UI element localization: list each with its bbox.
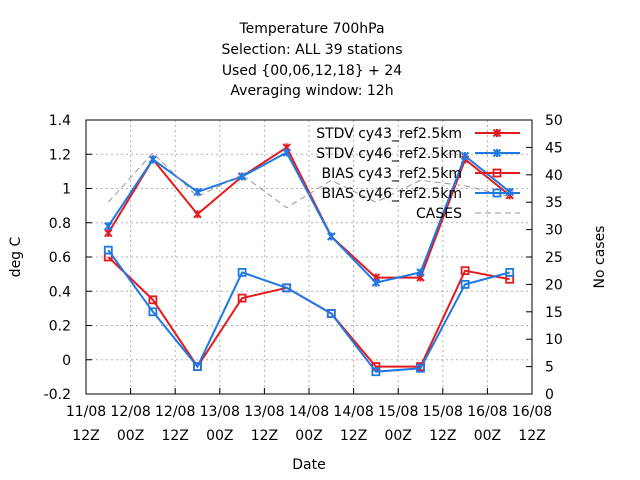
data-point bbox=[326, 309, 336, 318]
legend-label: STDV cy46_ref2.5km bbox=[316, 146, 462, 162]
x-tick-label-hour: 12Z bbox=[251, 428, 278, 444]
data-point bbox=[371, 367, 381, 377]
x-tick-label-hour: 12Z bbox=[161, 428, 188, 444]
data-point bbox=[148, 307, 158, 317]
chart-title: Temperature 700hPa Selection: ALL 39 sta… bbox=[221, 21, 402, 99]
data-point bbox=[505, 187, 514, 197]
data-point bbox=[505, 268, 515, 277]
y2-tick-label: 30 bbox=[545, 223, 563, 239]
title-line-3: Used {00,06,12,18} + 24 bbox=[222, 63, 402, 79]
x-tick-label-date: 15/08 bbox=[378, 404, 418, 420]
data-point bbox=[237, 268, 247, 277]
data-point bbox=[104, 228, 113, 238]
y-tick-label: 0.4 bbox=[49, 284, 71, 300]
y2-axis-ticks: 0 5 10 15 20 25 30 35 40 45 50 bbox=[526, 113, 563, 403]
data-point bbox=[327, 232, 336, 241]
x-axis-label: Date bbox=[292, 457, 325, 473]
x-tick-label-date: 13/08 bbox=[200, 404, 240, 420]
x-tick-label-hour: 12Z bbox=[72, 428, 99, 444]
legend-entry: STDV cy46_ref2.5km bbox=[316, 146, 520, 162]
data-point bbox=[237, 172, 247, 181]
title-line-1: Temperature 700hPa bbox=[238, 21, 384, 37]
y2-tick-label: 45 bbox=[545, 140, 563, 156]
data-point bbox=[416, 268, 425, 277]
series-line bbox=[107, 145, 511, 279]
x-tick-label-hour: 00Z bbox=[474, 428, 501, 444]
x-tick-label-date: 16/08 bbox=[467, 404, 507, 420]
legend: STDV cy43_ref2.5km STDV cy46_ref2.5km BIAS… bbox=[316, 126, 520, 222]
legend-label: CASES bbox=[416, 206, 462, 222]
data-point bbox=[282, 148, 291, 157]
y2-tick-label: 15 bbox=[545, 305, 563, 321]
y-tick-label: 0.6 bbox=[49, 250, 71, 266]
series-3 bbox=[103, 245, 515, 377]
x-tick-label-date: 14/08 bbox=[333, 404, 373, 420]
x-tick-label-date: 15/08 bbox=[423, 404, 463, 420]
x-tick-label-hour: 12Z bbox=[429, 428, 456, 444]
y-axis-ticks: -0.2 0 0.2 0.4 0.6 0.8 1 1.2 1.4 bbox=[44, 113, 92, 403]
x-tick-label-date: 16/08 bbox=[512, 404, 552, 420]
legend-entry: BIAS cy46_ref2.5km bbox=[322, 186, 520, 202]
title-line-2: Selection: ALL 39 stations bbox=[221, 42, 402, 58]
y2-tick-label: 10 bbox=[545, 332, 563, 348]
y-tick-label: 1 bbox=[62, 182, 71, 198]
y-tick-label: 1.2 bbox=[49, 147, 71, 163]
x-tick-label-hour: 00Z bbox=[295, 428, 322, 444]
y2-tick-label: 0 bbox=[545, 387, 554, 403]
series-4 bbox=[107, 152, 510, 209]
data-point bbox=[193, 209, 202, 219]
legend-label: STDV cy43_ref2.5km bbox=[316, 126, 462, 142]
y2-tick-label: 35 bbox=[545, 195, 563, 211]
legend-label: BIAS cy46_ref2.5km bbox=[322, 186, 462, 202]
data-point bbox=[492, 128, 502, 138]
x-tick-label-hour: 00Z bbox=[384, 428, 411, 444]
data-point bbox=[371, 278, 381, 287]
y-tick-label: 0 bbox=[62, 353, 71, 369]
x-tick-label-date: 13/08 bbox=[244, 404, 284, 420]
series bbox=[103, 143, 515, 377]
data-point bbox=[148, 155, 158, 164]
y2-axis-label: No cases bbox=[592, 226, 608, 289]
x-tick-label-hour: 00Z bbox=[117, 428, 144, 444]
x-axis-ticks: 11/08 12Z 12/08 00Z 12/08 12Z 13/08 00Z 13/08 12Z… bbox=[66, 388, 552, 444]
legend-entry: CASES bbox=[416, 206, 520, 222]
y2-tick-label: 20 bbox=[545, 277, 563, 293]
data-point bbox=[492, 168, 502, 178]
y-axis-label: deg C bbox=[8, 236, 24, 277]
data-point bbox=[492, 188, 502, 198]
y2-tick-label: 50 bbox=[545, 113, 563, 129]
data-point bbox=[193, 362, 202, 372]
legend-label: BIAS cy43_ref2.5km bbox=[322, 166, 462, 182]
x-tick-label-hour: 12Z bbox=[340, 428, 367, 444]
y2-tick-label: 25 bbox=[545, 250, 563, 266]
data-point bbox=[492, 148, 502, 158]
data-point bbox=[460, 279, 470, 289]
data-point bbox=[148, 295, 158, 305]
x-tick-label-date: 14/08 bbox=[289, 404, 329, 420]
data-point bbox=[416, 363, 425, 373]
data-point bbox=[237, 293, 247, 303]
data-point bbox=[103, 245, 113, 255]
x-tick-label-date: 12/08 bbox=[110, 404, 150, 420]
series-line bbox=[107, 249, 510, 373]
x-tick-label-hour: 00Z bbox=[206, 428, 233, 444]
legend-entry: BIAS cy43_ref2.5km bbox=[322, 166, 520, 182]
data-point bbox=[460, 266, 470, 276]
x-tick-label-date: 11/08 bbox=[66, 404, 106, 420]
y-tick-label: 0.2 bbox=[49, 319, 71, 335]
y-tick-label: -0.2 bbox=[44, 387, 71, 403]
x-tick-label-hour: 12Z bbox=[518, 428, 545, 444]
data-point bbox=[104, 221, 113, 231]
legend-entry: STDV cy43_ref2.5km bbox=[316, 126, 520, 142]
y-tick-label: 0.8 bbox=[49, 216, 71, 232]
y2-tick-label: 5 bbox=[545, 360, 554, 376]
data-point bbox=[460, 151, 470, 161]
title-line-4: Averaging window: 12h bbox=[230, 83, 393, 99]
data-point bbox=[282, 283, 292, 293]
y2-tick-label: 40 bbox=[545, 168, 563, 184]
series-line bbox=[107, 152, 510, 209]
x-tick-label-date: 12/08 bbox=[155, 404, 195, 420]
y-tick-label: 1.4 bbox=[49, 113, 71, 129]
